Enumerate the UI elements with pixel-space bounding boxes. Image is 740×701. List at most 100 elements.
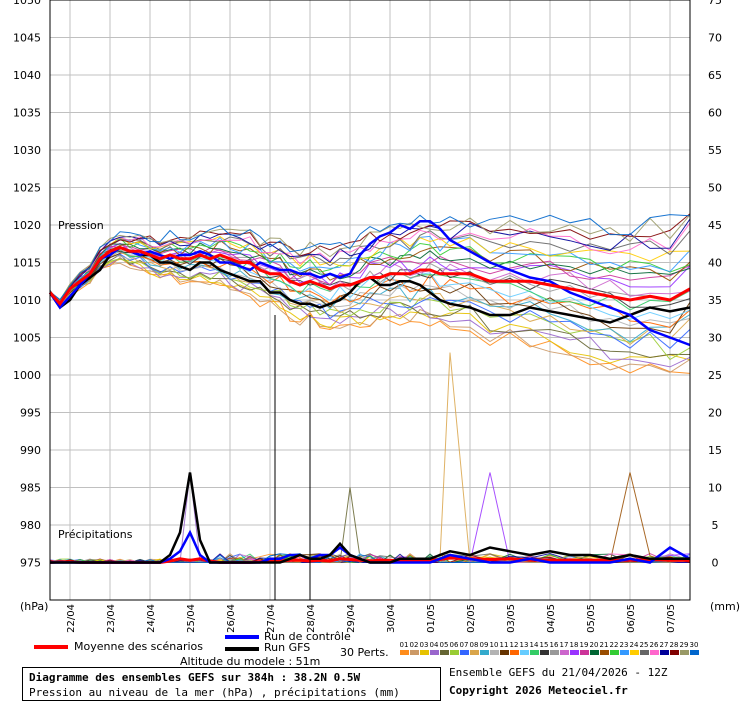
pert-legend-number: 06 bbox=[449, 641, 459, 649]
date-label: 23/04 bbox=[106, 604, 117, 633]
right-tick-label: 5 bbox=[712, 519, 719, 532]
right-tick-label: 55 bbox=[708, 144, 722, 157]
right-tick-label: 60 bbox=[708, 107, 722, 120]
pert-legend-number: 23 bbox=[619, 641, 629, 649]
pert-legend-number: 30 bbox=[689, 641, 699, 649]
pert-legend-swatch bbox=[509, 650, 519, 655]
pert-legend-number: 25 bbox=[639, 641, 649, 649]
left-tick-label: 1020 bbox=[13, 219, 41, 232]
left-tick-label: 995 bbox=[20, 407, 41, 420]
left-tick-label: 990 bbox=[20, 444, 41, 457]
pert-legend-item: 30 bbox=[689, 641, 699, 655]
date-label: 24/04 bbox=[146, 604, 157, 633]
pert-legend-number: 04 bbox=[429, 641, 439, 649]
run-info: Ensemble GEFS du 21/04/2026 - 12Z bbox=[449, 666, 668, 679]
pert-legend-swatch bbox=[599, 650, 609, 655]
pert-legend-number: 22 bbox=[609, 641, 619, 649]
pert-legend-swatch bbox=[429, 650, 439, 655]
pert-pressure-line bbox=[49, 235, 691, 301]
pert-legend-swatch bbox=[549, 650, 559, 655]
date-label: 29/04 bbox=[346, 604, 357, 633]
pert-legend-item: 10 bbox=[489, 641, 499, 655]
legend-control-label: Run de contrôle bbox=[264, 630, 351, 643]
pert-pressure-line bbox=[49, 256, 691, 374]
pert-legend-item: 09 bbox=[479, 641, 489, 655]
pert-precip-line bbox=[50, 472, 691, 564]
pressure-panel-label: Pression bbox=[58, 219, 104, 232]
pert-legend-swatch bbox=[479, 650, 489, 655]
pert-legend-number: 17 bbox=[559, 641, 569, 649]
pert-legend-number: 01 bbox=[399, 641, 409, 649]
pert-legend-number: 11 bbox=[499, 641, 509, 649]
pert-legend-item: 26 bbox=[649, 641, 659, 655]
legend-perts-label: 30 Perts. bbox=[340, 646, 389, 659]
pert-legend-item: 12 bbox=[509, 641, 519, 655]
pert-legend-swatch bbox=[639, 650, 649, 655]
left-tick-label: 1030 bbox=[13, 144, 41, 157]
date-label: 02/05 bbox=[466, 604, 477, 633]
run-box: Ensemble GEFS du 21/04/2026 - 12Z Copyri… bbox=[443, 660, 739, 699]
right-tick-label: 35 bbox=[708, 294, 722, 307]
gfs-precip-line bbox=[50, 472, 690, 564]
pert-legend-number: 26 bbox=[649, 641, 659, 649]
plot-frame bbox=[49, 0, 691, 601]
pert-legend-item: 17 bbox=[559, 641, 569, 655]
pert-legend-swatch bbox=[409, 650, 419, 655]
pert-legend-swatch bbox=[669, 650, 679, 655]
pert-legend-number: 05 bbox=[439, 641, 449, 649]
pert-legend-swatch bbox=[449, 650, 459, 655]
pert-legend-number: 09 bbox=[479, 641, 489, 649]
date-label: 05/05 bbox=[586, 604, 597, 633]
pert-legend-number: 12 bbox=[509, 641, 519, 649]
pert-pressure-line bbox=[49, 258, 691, 364]
date-label: 06/05 bbox=[626, 604, 637, 633]
pert-legend-number: 15 bbox=[539, 641, 549, 649]
pert-legend-number: 03 bbox=[419, 641, 429, 649]
left-tick-label: 985 bbox=[20, 482, 41, 495]
mean-pressure-line bbox=[48, 245, 691, 307]
grid bbox=[50, 0, 690, 600]
pert-legend-swatch bbox=[559, 650, 569, 655]
date-label: 07/05 bbox=[666, 604, 677, 633]
date-label: 26/04 bbox=[226, 604, 237, 633]
date-label: 01/05 bbox=[426, 604, 437, 633]
right-tick-label: 10 bbox=[708, 482, 722, 495]
right-tick-label: 25 bbox=[708, 369, 722, 382]
left-tick-label: 1005 bbox=[13, 332, 41, 345]
pert-legend-number: 18 bbox=[569, 641, 579, 649]
pert-legend-item: 06 bbox=[449, 641, 459, 655]
pert-legend-number: 07 bbox=[459, 641, 469, 649]
left-tick-label: 1010 bbox=[13, 294, 41, 307]
date-label: 04/05 bbox=[546, 604, 557, 633]
pert-precip-line bbox=[49, 352, 691, 564]
left-tick-label: 1050 bbox=[13, 0, 41, 7]
pert-legend-swatch bbox=[689, 650, 699, 655]
pert-legend-item: 23 bbox=[619, 641, 629, 655]
right-tick-label: 45 bbox=[708, 219, 722, 232]
left-tick-label: 1045 bbox=[13, 32, 41, 45]
pert-precip-line bbox=[49, 472, 691, 564]
right-tick-label: 15 bbox=[708, 444, 722, 457]
pert-legend-item: 08 bbox=[469, 641, 479, 655]
pert-legend-swatch bbox=[679, 650, 689, 655]
right-tick-label: 40 bbox=[708, 257, 722, 270]
right-tick-label: 70 bbox=[708, 32, 722, 45]
date-label: 25/04 bbox=[186, 604, 197, 633]
left-tick-label: 1015 bbox=[13, 257, 41, 270]
left-tick-label: 980 bbox=[20, 519, 41, 532]
pert-precip-line bbox=[50, 472, 691, 564]
axes: 9759809859909951000100510101015102010251… bbox=[13, 0, 722, 633]
left-tick-label: 1000 bbox=[13, 369, 41, 382]
chart-title: Diagramme des ensembles GEFS sur 384h : … bbox=[29, 671, 361, 684]
precip-panel-label: Précipitations bbox=[58, 528, 133, 541]
right-tick-label: 50 bbox=[708, 182, 722, 195]
pert-legend-item: 22 bbox=[609, 641, 619, 655]
left-tick-label: 975 bbox=[20, 557, 41, 570]
left-unit-label: (hPa) bbox=[20, 600, 48, 613]
pert-legend-number: 14 bbox=[529, 641, 539, 649]
pert-legend-swatch bbox=[659, 650, 669, 655]
pert-legend-item: 29 bbox=[679, 641, 689, 655]
pert-legend-item: 16 bbox=[549, 641, 559, 655]
pert-pressure-line bbox=[49, 242, 691, 303]
